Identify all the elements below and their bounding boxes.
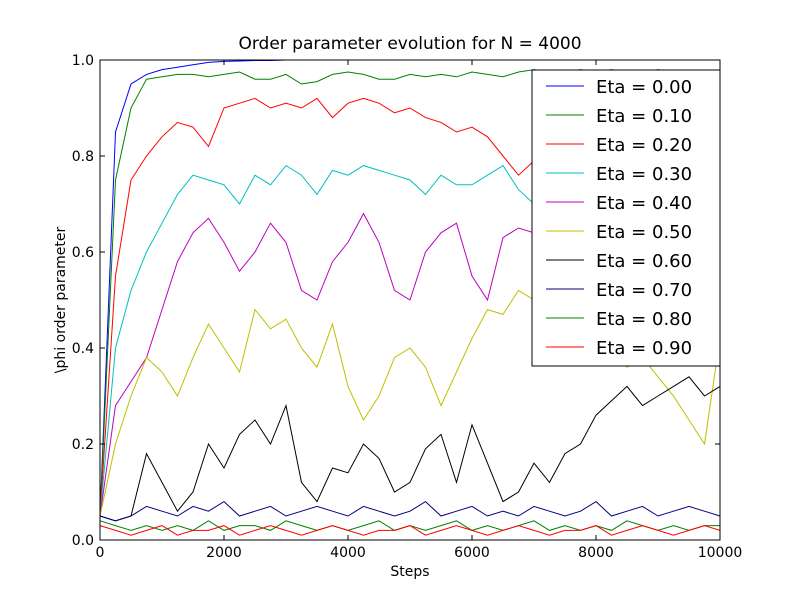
legend: Eta = 0.00 Eta = 0.10 Eta = 0.20 Eta = 0.30… xyxy=(531,69,721,367)
legend-label-4: Eta = 0.40 xyxy=(596,193,692,214)
x-tick-label: 0 xyxy=(96,545,105,561)
legend-label-3: Eta = 0.30 xyxy=(596,164,692,185)
x-tick-label: 6000 xyxy=(454,545,490,561)
x-tick-label: 10000 xyxy=(698,545,743,561)
legend-label-1: Eta = 0.10 xyxy=(596,106,692,127)
y-tick-label: 0.6 xyxy=(72,245,94,261)
y-tick-label: 0.2 xyxy=(72,437,94,453)
legend-box xyxy=(531,69,721,367)
legend-label-2: Eta = 0.20 xyxy=(596,135,692,156)
series-line-7 xyxy=(99,500,721,522)
y-tick-label: 0.8 xyxy=(72,149,94,165)
x-tick-label: 2000 xyxy=(206,545,242,561)
chart-title: Order parameter evolution for N = 4000 xyxy=(238,34,581,54)
y-tick-label: 1.0 xyxy=(72,53,94,69)
legend-label-6: Eta = 0.60 xyxy=(596,251,692,272)
series-line-6 xyxy=(99,376,721,522)
y-tick-label: 0.4 xyxy=(72,341,94,357)
axis-ticks: 0 2000 4000 6000 8000 10000 0.0 0.2 0.4 0.6 0.8 1.0 xyxy=(72,53,743,561)
x-tick-label: 8000 xyxy=(578,545,614,561)
legend-label-5: Eta = 0.50 xyxy=(596,222,692,243)
x-axis-label: Steps xyxy=(390,564,429,580)
legend-label-0: Eta = 0.00 xyxy=(596,77,692,98)
y-tick-label: 0.0 xyxy=(72,533,94,549)
series-line-9 xyxy=(99,525,721,536)
legend-label-7: Eta = 0.70 xyxy=(596,280,692,301)
legend-label-8: Eta = 0.80 xyxy=(596,309,692,330)
y-axis-label: \phi order parameter xyxy=(53,227,69,374)
x-tick-label: 4000 xyxy=(330,545,366,561)
legend-label-9: Eta = 0.90 xyxy=(596,338,692,359)
plot-area xyxy=(99,59,721,536)
